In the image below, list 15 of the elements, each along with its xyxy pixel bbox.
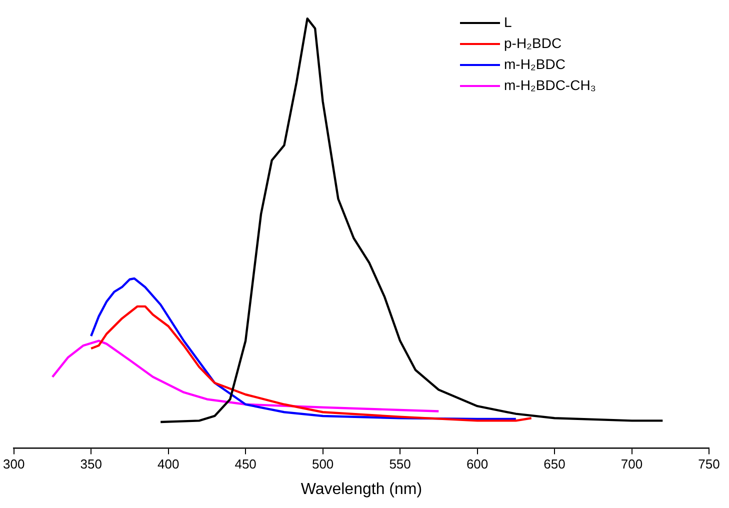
x-tick-label: 350	[80, 456, 102, 472]
legend-label: m-H₂BDC	[504, 55, 566, 74]
x-tick-label: 400	[157, 456, 180, 472]
x-axis-title: Wavelength (nm)	[300, 480, 422, 498]
x-tick-label: 650	[544, 456, 566, 472]
x-tick-label: 750	[698, 456, 720, 472]
legend-label: L	[504, 13, 512, 32]
x-tick-label: 450	[234, 456, 256, 472]
legend-label: m-H₂BDC-CH₃	[504, 76, 596, 95]
x-tick-label: 700	[620, 456, 643, 472]
x-tick-label: 550	[389, 456, 411, 472]
x-tick-label: 500	[312, 456, 334, 472]
x-tick-label: 600	[466, 456, 488, 472]
x-tick-label: 300	[2, 456, 25, 472]
legend-label: p-H₂BDC	[504, 34, 562, 53]
